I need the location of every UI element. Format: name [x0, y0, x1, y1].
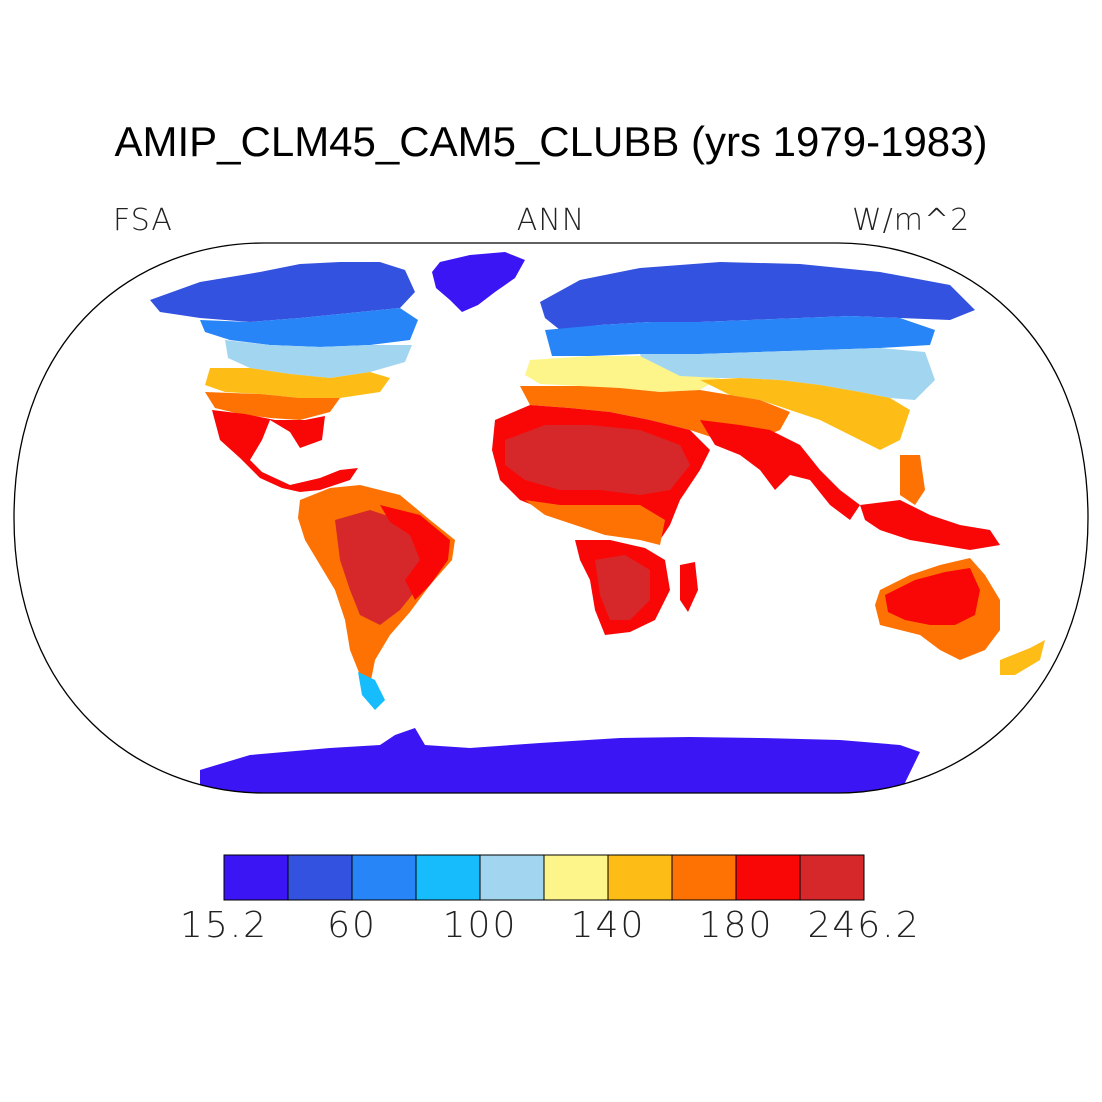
colorbar-box: [607, 854, 673, 901]
eurasia-mid: [545, 316, 935, 356]
colorbar-box: [415, 854, 481, 901]
colorbar-box: [735, 854, 801, 901]
season-label: ANN: [516, 203, 586, 238]
north-america-cold: [150, 262, 415, 322]
colorbar-label: 180: [698, 905, 774, 946]
colorbar-box: [479, 854, 545, 901]
colorbar-box: [671, 854, 737, 901]
australia-core: [885, 568, 980, 625]
se-asia-islands: [860, 500, 1000, 550]
map-boundary: [13, 242, 1089, 794]
colorbar-box: [543, 854, 609, 901]
colorbar-box: [287, 854, 353, 901]
colorbar-label: 246.2: [807, 905, 921, 946]
madagascar: [680, 562, 698, 612]
eurasia-north: [540, 262, 975, 330]
colorbar-box: [799, 854, 865, 901]
africa-sahara: [505, 425, 690, 495]
map-fill: [150, 252, 1045, 793]
south-asia-red: [700, 420, 860, 520]
plot-title: AMIP_CLM45_CAM5_CLUBB (yrs 1979-1983): [114, 118, 988, 165]
colorbar-label: 60: [327, 905, 377, 946]
units-label: W/m^2: [852, 203, 971, 238]
colorbar-box: [351, 854, 417, 901]
north-america-light: [225, 340, 412, 378]
north-america-yellow: [205, 368, 390, 398]
north-america-south: [212, 410, 358, 492]
colorbar-label: 100: [442, 905, 518, 946]
europe-south-yellow: [525, 356, 720, 392]
new-zealand: [1000, 640, 1045, 675]
antarctica: [200, 728, 920, 793]
south-america-coast: [380, 505, 450, 600]
africa-tropical: [525, 500, 665, 545]
colorbar-label: 15.2: [179, 905, 269, 946]
africa-south-core: [595, 555, 650, 620]
variable-label: FSA: [113, 203, 173, 238]
se-asia-orange: [900, 455, 925, 505]
south-america-tip: [358, 672, 385, 710]
north-america-orange: [205, 392, 340, 420]
north-america-mid: [200, 308, 418, 347]
colorbar-label: 140: [570, 905, 646, 946]
asia-yellow: [700, 378, 910, 450]
colorbar: [223, 854, 865, 901]
eurasia-light: [640, 348, 935, 400]
colorbar-box: [223, 854, 289, 901]
greenland: [432, 252, 525, 312]
